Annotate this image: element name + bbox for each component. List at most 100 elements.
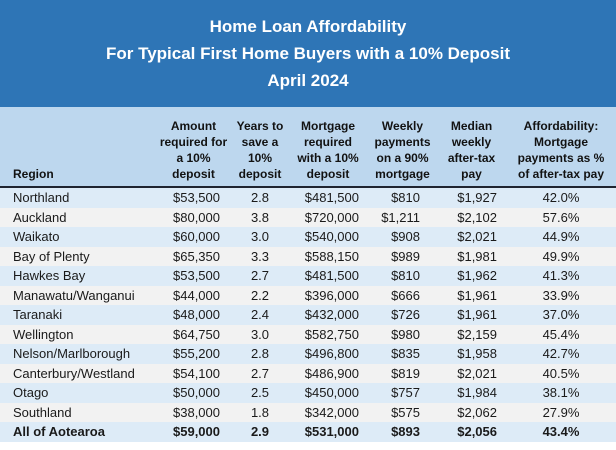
cell-weekly: $908 [391,229,420,245]
cell-weekly: $810 [391,190,420,206]
cell-amount: $50,000 [173,385,220,401]
cell-years: 2.5 [250,385,270,401]
cell-mortgage: $540,000 [304,229,359,245]
cell-median: $1,927 [457,190,497,206]
cell-afford: 33.9% [542,287,580,303]
cell-median: $1,984 [457,385,497,401]
cell-afford: 57.6% [542,209,580,225]
table-row: Hawkes Bay $53,500 2.7 $481,500 $810 $1,962 41… [0,266,616,286]
cell-weekly: $835 [391,346,420,362]
cell-afford: 43.4% [542,424,580,440]
cell-afford: 41.3% [542,268,580,284]
cell-median: $2,102 [457,209,497,225]
table-row: Bay of Plenty $65,350 3.3 $588,150 $989 $1,98… [0,246,616,266]
cell-region: Nelson/Marlborough [13,346,131,362]
cell-amount: $64,750 [173,326,220,342]
cell-median: $2,021 [457,365,497,381]
cell-region: Taranaki [13,307,63,323]
cell-afford: 27.9% [542,404,580,420]
cell-amount: $65,350 [173,248,220,264]
table-row: Otago $50,000 2.5 $450,000 $757 $1,984 38.1% [0,383,616,403]
cell-afford: 38.1% [542,385,580,401]
cell-amount: $80,000 [173,209,220,225]
column-header-weekly: Weekly payments on a 90% mortgage [374,119,431,181]
cell-weekly: $989 [391,248,420,264]
cell-median: $1,981 [457,248,497,264]
cell-amount: $53,500 [173,190,220,206]
cell-afford: 37.0% [542,307,580,323]
cell-years: 1.8 [250,404,270,420]
cell-region: Bay of Plenty [13,248,90,264]
cell-weekly: $819 [391,365,420,381]
cell-mortgage: $496,800 [304,346,359,362]
cell-region: Otago [13,385,49,401]
cell-median: $1,958 [457,346,497,362]
cell-median: $2,021 [457,229,497,245]
cell-mortgage: $432,000 [304,307,359,323]
cell-years: 2.9 [250,424,270,440]
cell-region: Waikato [13,229,60,245]
table-row: Southland $38,000 1.8 $342,000 $575 $2,062 27.… [0,402,616,422]
cell-amount: $54,100 [173,365,220,381]
cell-median: $2,062 [457,404,497,420]
cell-mortgage: $588,150 [304,248,359,264]
cell-amount: $38,000 [173,404,220,420]
table-row: Canterbury/Westland $54,100 2.7 $486,900 $81… [0,363,616,383]
cell-amount: $53,500 [173,268,220,284]
cell-weekly: $1,211 [381,209,420,225]
cell-years: 2.7 [250,365,270,381]
cell-median: $2,159 [457,326,497,342]
cell-region: Southland [13,404,72,420]
cell-region: Auckland [13,209,67,225]
cell-mortgage: $720,000 [304,209,359,225]
cell-mortgage: $342,000 [304,404,359,420]
cell-years: 3.3 [250,248,270,264]
cell-amount: $59,000 [173,424,220,440]
cell-region: Hawkes Bay [13,268,86,284]
cell-afford: 45.4% [542,326,580,342]
table-row: Waikato $60,000 3.0 $540,000 $908 $2,021 44.9% [0,227,616,247]
report-subtitle: For Typical First Home Buyers with a 10%… [105,44,510,63]
cell-years: 2.4 [250,307,270,323]
cell-years: 3.0 [250,326,270,342]
cell-mortgage: $450,000 [304,385,359,401]
column-header-region: Region [13,167,54,181]
cell-region: All of Aotearoa [13,424,105,440]
cell-weekly: $980 [391,326,420,342]
table-row: Taranaki $48,000 2.4 $432,000 $726 $1,961 37.0… [0,305,616,325]
cell-amount: $44,000 [173,287,220,303]
column-header-mortgage: Mortgage required with a 10% deposit [297,119,359,181]
cell-afford: 42.7% [542,346,580,362]
cell-amount: $48,000 [173,307,220,323]
table-row: Auckland $80,000 3.8 $720,000 $1,211 $2,102 57… [0,207,616,227]
cell-mortgage: $481,500 [304,268,359,284]
cell-weekly: $666 [391,287,420,303]
cell-median: $1,962 [457,268,497,284]
report-header: Home Loan Affordability For Typical Firs… [0,0,616,107]
column-header-years: Years to save a 10% deposit [236,119,284,181]
cell-mortgage: $486,900 [304,365,359,381]
cell-years: 2.7 [250,268,270,284]
table-row: Nelson/Marlborough $55,200 2.8 $496,800 $835… [0,344,616,364]
cell-afford: 49.9% [542,248,580,264]
report-title: Home Loan Affordability [209,17,407,36]
table-body: Northland $53,500 2.8 $481,500 $810 $1,927 42.… [0,188,616,442]
table-row-total: All of Aotearoa $59,000 2.9 $531,000 $893 $2,… [0,422,616,442]
cell-region: Manawatu/Wanganui [13,287,135,303]
cell-median: $1,961 [457,287,497,303]
report-period: April 2024 [267,71,349,90]
cell-afford: 42.0% [542,190,580,206]
column-header-affordability: Affordability: Mortgage payments as % of… [517,119,605,181]
cell-region: Wellington [13,326,74,342]
cell-years: 2.8 [250,190,270,206]
cell-weekly: $757 [391,385,420,401]
column-header-median-pay: Median weekly after-tax pay [447,119,496,181]
cell-mortgage: $396,000 [304,287,359,303]
table-row: Northland $53,500 2.8 $481,500 $810 $1,927 42.… [0,188,616,208]
cell-amount: $55,200 [173,346,220,362]
cell-amount: $60,000 [173,229,220,245]
table-row: Manawatu/Wanganui $44,000 2.2 $396,000 $666 $… [0,285,616,305]
cell-median: $1,961 [457,307,497,323]
cell-weekly: $810 [391,268,420,284]
